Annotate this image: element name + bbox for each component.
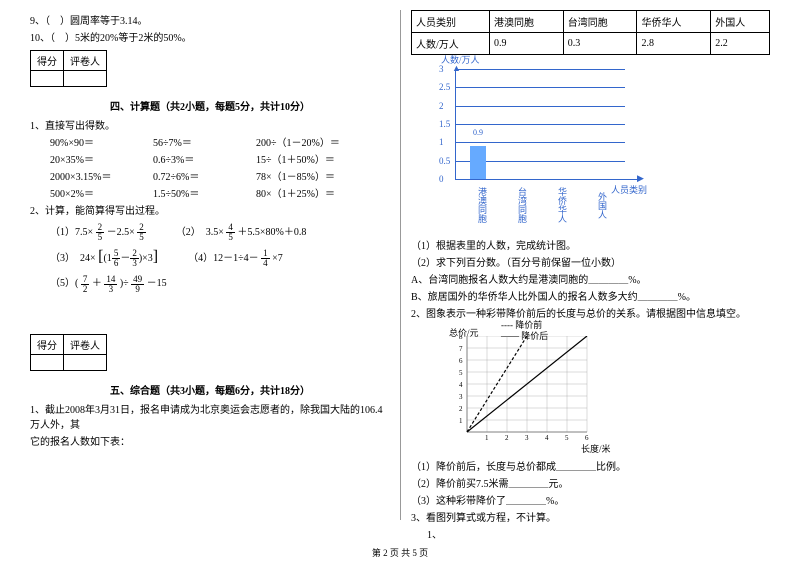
s5-q1b: 它的报名人数如下表： [30, 433, 390, 448]
svg-text:5: 5 [459, 369, 463, 377]
svg-text:4: 4 [459, 381, 463, 389]
cell: 78×（1－85%）＝ [256, 168, 390, 183]
section5-title: 五、综合题（共3小题，每题6分，共计18分） [30, 382, 390, 397]
svg-text:6: 6 [459, 357, 463, 365]
expr2-pre: （2） 3.5× [176, 227, 224, 238]
td: 0.9 [489, 33, 563, 55]
section4-title: 四、计算题（共2小题，每题5分，共计10分） [30, 98, 390, 113]
expr4-pre: （4）12－1÷4－ [188, 253, 259, 264]
bar-1 [470, 146, 486, 179]
q10: 10、（ ）5米的20%等于2米的50%。 [30, 29, 390, 44]
td: 人数/万人 [412, 33, 490, 55]
calc-grid: 90%×90＝ 56÷7%＝ 200÷（1－20%）＝ 20×35%＝ 0.6÷… [50, 134, 390, 200]
svg-text:2: 2 [505, 434, 509, 442]
chart1-xtitle: 人员类别 [611, 183, 647, 196]
q3: 3、看图列算式或方程，不计算。 [411, 509, 770, 524]
right-column: 人员类别 港澳同胞 台湾同胞 华侨华人 外国人 人数/万人 0.9 0.3 2.… [400, 10, 770, 520]
svg-text:7: 7 [459, 345, 463, 353]
cell: 56÷7%＝ [153, 134, 256, 149]
th: 华侨华人 [637, 11, 711, 33]
score-box-2: 得分 评卷人 [30, 334, 107, 371]
score-box: 得分 评卷人 [30, 50, 107, 87]
cell: 0.72÷6%＝ [153, 168, 256, 183]
td: 2.8 [637, 33, 711, 55]
expr5-plus: ＋ [92, 278, 102, 289]
svg-text:2: 2 [459, 405, 463, 413]
expr3-pre: （3） 24× [50, 253, 96, 264]
expr5-pre: （5）( [50, 278, 78, 289]
cell: 0.6÷3%＝ [153, 151, 256, 166]
bar-chart: 人数/万人 ▲ ▶ 0.9 0 0.5 1 1.5 2 2.5 3 港澳同胞 台… [431, 65, 651, 215]
cell: 1.5÷50%＝ [153, 185, 256, 200]
cell: 2000×3.15%＝ [50, 168, 153, 183]
q2: 2、图象表示一种彩带降价前后的长度与总价的关系。请根据图中信息填空。 [411, 305, 770, 320]
th: 台湾同胞 [563, 11, 637, 33]
svg-text:1: 1 [459, 417, 463, 425]
expr1-pre: （1）7.5× [50, 227, 93, 238]
chart2-svg: 1 2 3 4 5 6 7 8 1 2 3 4 5 6 [455, 336, 595, 444]
score-h2: 评卷人 [64, 51, 107, 71]
expr5-mid: )÷ [120, 278, 129, 289]
expr-row-3: （5）( 72 ＋ 143 )÷ 499 －15 [50, 274, 390, 293]
td: 2.2 [711, 33, 770, 55]
expr5-post: －15 [147, 278, 167, 289]
line-chart: ---- 降价前 —— 降价后 总价/元 123 456 [441, 324, 621, 454]
expr-row-2: （3） 24× [(156－23)×3] （4）12－1÷4－ 14 ×7 [50, 248, 390, 268]
page-footer: 第 2 页 共 5 页 [0, 546, 800, 559]
q2-3: （3）这种彩带降价了＿＿＿＿%。 [411, 492, 770, 507]
cell: 500×2%＝ [50, 185, 153, 200]
svg-text:1: 1 [485, 434, 489, 442]
q2-2: （2）降价前买7.5米需＿＿＿＿元。 [411, 475, 770, 490]
svg-text:5: 5 [565, 434, 569, 442]
q1-1: （1）根据表里的人数，完成统计图。 [411, 237, 770, 252]
cell: 80×（1＋25%）＝ [256, 185, 390, 200]
svg-text:4: 4 [545, 434, 549, 442]
cell: 200÷（1－20%）＝ [256, 134, 390, 149]
q3-1: 1、 [427, 526, 770, 541]
expr4-post: ×7 [272, 253, 283, 264]
q1-2: （2）求下列百分数。（百分号前保留一位小数） [411, 254, 770, 269]
svg-text:6: 6 [585, 434, 589, 442]
expr1-mid: －2.5× [107, 227, 135, 238]
th: 港澳同胞 [489, 11, 563, 33]
svg-text:3: 3 [525, 434, 529, 442]
chart2-xlabel: 长度/米 [581, 442, 611, 455]
expr2-post: ＋5.5×80%＋0.8 [237, 227, 306, 238]
cell: 90%×90＝ [50, 134, 153, 149]
q1-A: A、台湾同胞报名人数大约是港澳同胞的＿＿＿＿%。 [411, 271, 770, 286]
svg-text:8: 8 [459, 336, 463, 341]
s4-q2: 2、计算，能简算得写出过程。 [30, 202, 390, 217]
bar-1-value: 0.9 [470, 128, 486, 137]
td: 0.3 [563, 33, 637, 55]
score-h1: 得分 [31, 51, 64, 71]
s5-q1a: 1、截止2008年3月31日，报名申请成为北京奥运会志愿者的，除我国大陆的106… [30, 401, 390, 431]
left-column: 9、（ ）圆周率等于3.14。 10、（ ）5米的20%等于2米的50%。 得分… [30, 10, 400, 520]
th: 人员类别 [412, 11, 490, 33]
th: 外国人 [711, 11, 770, 33]
cell: 20×35%＝ [50, 151, 153, 166]
cell: 15÷（1＋50%）＝ [256, 151, 390, 166]
q1-B: B、旅居国外的华侨华人比外国人的报名人数多大约＿＿＿＿%。 [411, 288, 770, 303]
data-table: 人员类别 港澳同胞 台湾同胞 华侨华人 外国人 人数/万人 0.9 0.3 2.… [411, 10, 770, 55]
expr-row-1: （1）7.5× 25 －2.5× 25 （2） 3.5× 45 ＋5.5×80%… [50, 223, 390, 242]
s4-q1: 1、直接写出得数。 [30, 117, 390, 132]
q9: 9、（ ）圆周率等于3.14。 [30, 12, 390, 27]
q2-1: （1）降价前后，长度与总价都成＿＿＿＿比例。 [411, 458, 770, 473]
svg-text:3: 3 [459, 393, 463, 401]
